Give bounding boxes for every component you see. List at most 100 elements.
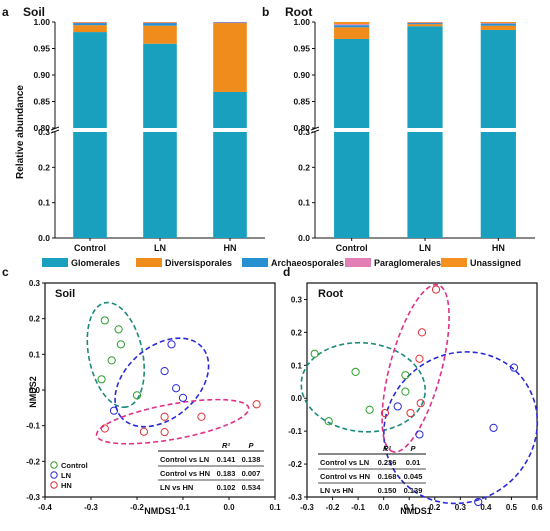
panel-letter-d: d [283,265,290,279]
bar-segment [213,22,247,23]
x-tick-label: 0.0 [223,503,235,512]
data-point [160,427,169,437]
legend-label: Diversisporales [165,258,232,268]
y-tick-label: 1.00 [33,17,50,27]
x-tick-label: HN [492,243,505,253]
legend-marker [50,461,58,469]
legend-label: HN [61,481,72,490]
table-header: P [410,444,416,453]
plot-frame [306,282,538,498]
x-tick-label: -0.3 [84,503,98,512]
x-tick-label: 0.2 [429,503,441,512]
data-point [252,400,261,409]
stacked-bar-legend: Glomerales Diversisporales Archaeosporales… [42,258,521,268]
table-cell: LN vs HN [320,486,353,495]
bar-segment [407,24,443,27]
x-tick-label: 0.4 [480,503,492,512]
x-tick-label: 0.3 [455,503,467,512]
legend-label: Control [61,461,88,470]
bar-segment [334,38,370,128]
x-tick-label: -0.2 [326,503,340,512]
bar-segment [334,27,370,39]
x-tick-label: LN [154,243,166,253]
table-cell: 0.141 [217,455,236,464]
legend-swatch [136,258,162,267]
data-point [406,408,415,418]
x-tick-label: Control [336,243,368,253]
y-tick-label: 0.0 [298,233,310,243]
bar-segment [73,132,107,238]
x-tick-label: 0.1 [269,503,281,512]
x-tick-label: -0.3 [300,503,314,512]
table-cell: 0.138 [242,455,261,464]
legend-swatch [345,258,371,267]
y-tick-label: 0.3 [38,127,50,137]
data-point [100,424,109,433]
y-tick-label: 0.0 [291,394,303,403]
table-header: P [248,441,254,450]
data-point [109,406,119,415]
panel-c-xlabel: NMDS1 [144,506,176,516]
legend-swatch [242,258,268,267]
table-cell: Control vs HN [320,472,370,481]
bar-segment [73,32,107,128]
legend-marker [50,471,58,479]
data-point [167,340,176,349]
y-tick-label: 0.2 [38,162,50,172]
bar-segment [407,23,443,25]
table-cell: 0.168 [378,472,397,481]
data-point [489,423,498,432]
table-cell: 0.183 [217,469,236,478]
data-point [310,349,319,358]
bar-segment [143,132,177,238]
bar-segment [334,22,370,25]
bar-segment [73,23,107,26]
panel-d-xlabel: NMDS1 [400,506,432,516]
bar-segment [480,23,516,26]
data-point [416,399,425,408]
data-point [401,371,410,380]
confidence-ellipse [86,301,146,408]
x-tick-label: 0.6 [531,503,543,512]
bar-segment [143,23,177,26]
y-tick-label: -0.1 [26,422,40,431]
bar-segment [407,22,443,24]
x-tick-label: -0.4 [38,503,52,512]
data-point [417,328,427,337]
panel-c-ylabel: NMDS2 [28,376,38,408]
data-point [172,384,181,393]
bar-segment [407,132,443,238]
axis-break-mark [50,126,60,131]
panel-d-nmds-plot: -0.3 -0.2 -0.1 0.0 0.1 0.2 0.3 -0.3 -0.2 -0.1 0.0 0… [288,282,543,512]
y-tick-label: 0.0 [29,386,41,395]
x-tick-label: LN [419,243,431,253]
y-tick-label: 0.80 [33,123,50,133]
bar-segment [73,22,107,24]
axis-break-mark [50,129,60,134]
bar-segment [407,22,443,23]
x-tick-label: Control [74,243,106,253]
table-cell: 0.139 [404,486,423,495]
axis-break-mark [310,129,320,134]
data-point [474,497,483,507]
y-tick-label: 0.1 [38,198,50,208]
panel-b-title: Root [285,5,312,19]
data-point [100,316,109,325]
data-point [197,412,206,421]
data-point [132,391,142,400]
table-cell: Control vs LN [160,455,209,464]
data-point [415,430,424,439]
y-tick-label: 0.3 [291,295,303,304]
panel-letter-b: b [262,5,269,19]
confidence-ellipse [114,337,210,428]
bar-segment [213,23,247,92]
bar-segment [143,22,177,24]
y-tick-label: 0.90 [33,70,50,80]
bar-segment [143,25,177,44]
bar-segment [213,22,247,24]
confidence-ellipse [383,351,539,505]
legend-swatch [42,258,68,267]
bar-segment [143,43,177,129]
legend-label: Paraglomerales [374,258,441,268]
bar-segment [143,22,177,23]
